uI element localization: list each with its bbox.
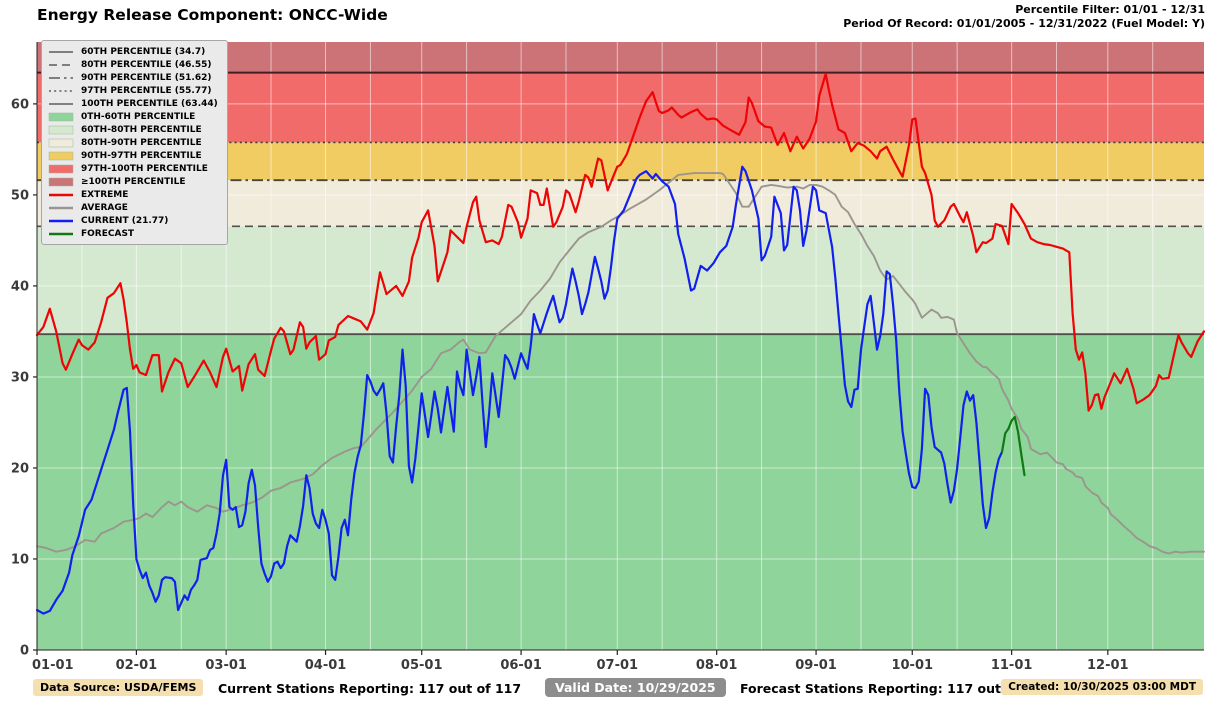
y-tick-label: 0 <box>20 644 29 659</box>
footer-bar: Data Source: USDA/FEMS Current Stations … <box>0 675 1209 703</box>
legend-item: EXTREME <box>48 188 218 201</box>
chart-legend: 60TH PERCENTILE (34.7) 80TH PERCENTILE (4… <box>41 40 228 245</box>
legend-label: EXTREME <box>81 189 129 200</box>
legend-item: 60TH PERCENTILE (34.7) <box>48 45 218 58</box>
legend-label: 97TH PERCENTILE (55.77) <box>81 85 212 96</box>
average-line <box>36 172 1205 555</box>
band-60th-80th-percentile <box>37 226 1204 335</box>
y-tick-label: 60 <box>11 97 29 112</box>
x-tick-label: 07-01 <box>597 658 639 673</box>
legend-label: FORECAST <box>81 228 135 239</box>
x-tick-label: 10-01 <box>891 658 933 673</box>
legend-swatch <box>48 177 74 186</box>
legend-swatch <box>49 232 73 235</box>
legend-label: 97TH-100TH PERCENTILE <box>81 163 208 174</box>
legend-item: 90TH PERCENTILE (51.62) <box>48 71 218 84</box>
legend-label: 0TH-60TH PERCENTILE <box>81 111 196 122</box>
legend-swatch <box>49 206 73 209</box>
legend-swatch <box>48 138 74 147</box>
valid-date-badge: Valid Date: 10/29/2025 <box>545 678 726 697</box>
legend-swatch <box>48 151 74 160</box>
legend-item: 97TH PERCENTILE (55.77) <box>48 84 218 97</box>
y-tick-label: 30 <box>11 370 29 385</box>
legend-label: 90TH-97TH PERCENTILE <box>81 150 202 161</box>
legend-swatch <box>48 164 74 173</box>
y-tick-label: 10 <box>11 552 29 567</box>
legend-swatch <box>49 50 73 53</box>
legend-label: 80TH-90TH PERCENTILE <box>81 137 202 148</box>
legend-swatch <box>48 112 74 121</box>
x-tick-label: 12-01 <box>1087 658 1129 673</box>
extreme-line <box>35 72 1206 412</box>
legend-label: CURRENT (21.77) <box>81 215 169 226</box>
legend-swatch <box>49 89 73 92</box>
y-tick-label: 40 <box>11 279 29 294</box>
x-tick-label: 03-01 <box>205 658 247 673</box>
legend-label: 100TH PERCENTILE (63.44) <box>81 98 218 109</box>
x-tick-label: 02-01 <box>116 658 158 673</box>
legend-item: 97TH-100TH PERCENTILE <box>48 162 218 175</box>
legend-swatch <box>49 63 73 66</box>
header-info: Percentile Filter: 01/01 - 12/31 Period … <box>843 3 1205 30</box>
legend-item: 80TH PERCENTILE (46.55) <box>48 58 218 71</box>
percentile-filter-text: Percentile Filter: 01/01 - 12/31 <box>1015 3 1205 16</box>
x-tick-label: 06-01 <box>500 658 542 673</box>
legend-item: ≥100TH PERCENTILE <box>48 175 218 188</box>
legend-label: 80TH PERCENTILE (46.55) <box>81 59 212 70</box>
legend-swatch <box>49 76 73 79</box>
band-97th-100th-percentile <box>37 72 1204 143</box>
legend-swatch <box>49 219 73 222</box>
current-line <box>35 165 1004 615</box>
legend-item: AVERAGE <box>48 201 218 214</box>
legend-item: FORECAST <box>48 227 218 240</box>
legend-label: 90TH PERCENTILE (51.62) <box>81 72 212 83</box>
y-tick-label: 50 <box>11 188 29 203</box>
y-tick-label: 20 <box>11 461 29 476</box>
legend-label: 60TH-80TH PERCENTILE <box>81 124 202 135</box>
legend-swatch <box>49 102 73 105</box>
forecast-stations-text: Forecast Stations Reporting: 117 out of … <box>740 681 1050 696</box>
current-stations-text: Current Stations Reporting: 117 out of 1… <box>218 681 522 696</box>
x-tick-label: 09-01 <box>795 658 837 673</box>
x-tick-label: 08-01 <box>696 658 738 673</box>
x-tick-label: 05-01 <box>401 658 443 673</box>
legend-label: 60TH PERCENTILE (34.7) <box>81 46 206 57</box>
legend-item: 0TH-60TH PERCENTILE <box>48 110 218 123</box>
legend-swatch <box>48 125 74 134</box>
chart-title: Energy Release Component: ONCC-Wide <box>37 6 388 24</box>
x-tick-label: 01-01 <box>32 658 74 673</box>
legend-item: 100TH PERCENTILE (63.44) <box>48 97 218 110</box>
period-of-record-text: Period Of Record: 01/01/2005 - 12/31/202… <box>843 16 1205 30</box>
x-tick-label: 04-01 <box>305 658 347 673</box>
legend-item: 90TH-97TH PERCENTILE <box>48 149 218 162</box>
data-source-badge: Data Source: USDA/FEMS <box>33 679 204 696</box>
x-tick-label: 11-01 <box>991 658 1033 673</box>
legend-swatch <box>49 193 73 196</box>
forecast-line <box>1000 415 1026 477</box>
band--100th-percentile <box>37 42 1204 73</box>
legend-label: ≥100TH PERCENTILE <box>81 176 186 187</box>
legend-item: CURRENT (21.77) <box>48 214 218 227</box>
band-0th-60th-percentile <box>37 334 1204 650</box>
legend-label: AVERAGE <box>81 202 128 213</box>
chart-canvas: 0 10 20 30 40 50 60 01-01 02-01 03-01 04-01 05-01 06… <box>11 42 1206 673</box>
legend-item: 80TH-90TH PERCENTILE <box>48 136 218 149</box>
created-badge: Created: 10/30/2025 03:00 MDT <box>1001 679 1203 695</box>
band-90th-97th-percentile <box>37 142 1204 181</box>
legend-item: 60TH-80TH PERCENTILE <box>48 123 218 136</box>
